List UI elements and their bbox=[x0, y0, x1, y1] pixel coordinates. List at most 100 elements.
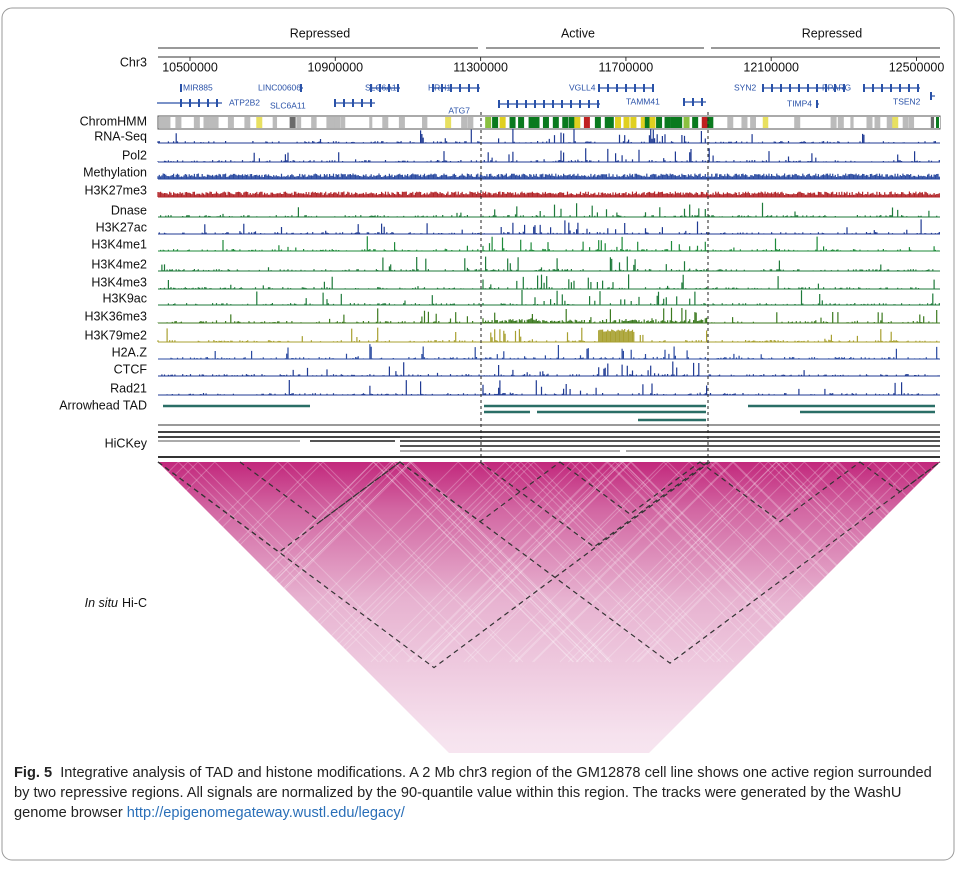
exon bbox=[890, 84, 892, 92]
chromhmm-state bbox=[813, 117, 820, 128]
hic-stripe bbox=[276, 461, 478, 663]
exon bbox=[579, 100, 581, 108]
gene-label: TIMP4 bbox=[787, 98, 812, 108]
chromhmm-state bbox=[920, 117, 927, 128]
exon bbox=[370, 99, 372, 107]
hic-stripe bbox=[150, 461, 199, 511]
chromhmm-state bbox=[594, 117, 601, 128]
chromhmm-state bbox=[475, 117, 482, 128]
hic-stripe bbox=[373, 461, 575, 663]
chromhmm-state bbox=[649, 117, 656, 128]
hic-stripe bbox=[178, 461, 379, 663]
gene-label: TAMM41 bbox=[626, 96, 660, 106]
hic-stripe bbox=[838, 461, 950, 575]
track-label: RNA-Seq bbox=[94, 129, 147, 143]
track-label: H3K4me3 bbox=[91, 275, 147, 289]
hic-stripe bbox=[589, 461, 791, 663]
exon bbox=[388, 84, 390, 92]
hic-stripe bbox=[287, 461, 488, 663]
hic-stripe bbox=[709, 461, 910, 663]
chromhmm-state bbox=[213, 117, 220, 128]
hic-stripe bbox=[887, 461, 950, 525]
hic-stripe bbox=[632, 461, 833, 663]
caption-link[interactable]: http://epigenomegateway.wustl.edu/legacy… bbox=[126, 805, 405, 821]
hic-stripe bbox=[372, 461, 574, 663]
hic-stripe bbox=[533, 461, 735, 663]
hic-stripe bbox=[789, 461, 950, 624]
hic-stripe bbox=[606, 461, 807, 663]
exon bbox=[825, 84, 827, 92]
signal bbox=[160, 256, 938, 271]
exon bbox=[780, 84, 782, 92]
chromhmm-state bbox=[330, 117, 337, 128]
chromhmm-state bbox=[692, 117, 699, 128]
chromhmm-state bbox=[644, 117, 651, 128]
tad-outline bbox=[479, 461, 709, 548]
chromhmm-state bbox=[316, 117, 323, 128]
track-label: Rad21 bbox=[110, 381, 147, 395]
coordinate-label: 10900000 bbox=[307, 60, 363, 74]
exon bbox=[516, 100, 518, 108]
chromhmm-state bbox=[762, 117, 769, 128]
hic-stripe bbox=[575, 461, 777, 663]
hic-stripe bbox=[193, 461, 394, 663]
chromhmm-state bbox=[218, 117, 225, 128]
hic-stripe bbox=[767, 461, 950, 645]
chromhmm-state bbox=[369, 117, 376, 128]
chromhmm-state bbox=[461, 117, 468, 128]
signal bbox=[157, 307, 938, 323]
chromhmm-state bbox=[874, 117, 881, 128]
hic-stripe bbox=[257, 461, 459, 663]
exon bbox=[917, 84, 919, 92]
hic-stripe bbox=[716, 461, 917, 663]
hic-stripe bbox=[603, 461, 805, 663]
hic-stripe bbox=[401, 461, 602, 663]
coordinate-label: 10500000 bbox=[162, 60, 218, 74]
chromhmm-state bbox=[914, 117, 921, 128]
chromhmm-state bbox=[227, 117, 234, 128]
chromhmm-state bbox=[737, 117, 744, 128]
caption-text: Integrative analysis of TAD and histone … bbox=[14, 765, 932, 821]
hic-stripe bbox=[476, 461, 678, 663]
hic-stripe bbox=[832, 461, 950, 581]
exon bbox=[543, 100, 545, 108]
exon bbox=[459, 84, 461, 92]
chromhmm-state bbox=[724, 117, 731, 128]
hic-stripe bbox=[190, 461, 391, 663]
chromhmm-state bbox=[604, 117, 611, 128]
chromhmm-state bbox=[518, 117, 525, 128]
hic-stripe bbox=[559, 461, 761, 663]
signal bbox=[160, 202, 938, 217]
exon bbox=[843, 84, 845, 92]
exon bbox=[570, 100, 572, 108]
chromhmm-state bbox=[345, 117, 352, 128]
hic-stripe bbox=[663, 461, 865, 663]
track-label: H3K36me3 bbox=[84, 309, 147, 323]
hic-stripe bbox=[409, 461, 611, 663]
hic-stripe bbox=[580, 461, 782, 663]
signal bbox=[161, 361, 940, 376]
chromhmm-state bbox=[266, 117, 273, 128]
exon bbox=[561, 100, 563, 108]
hic-stripe bbox=[201, 461, 402, 663]
hic-stripe bbox=[803, 461, 950, 609]
tad-outline bbox=[399, 461, 941, 664]
hic-stripe bbox=[431, 461, 632, 663]
track-label: H3K27me3 bbox=[84, 183, 147, 197]
chromhmm-state bbox=[398, 117, 405, 128]
chromhmm-state bbox=[823, 117, 830, 128]
chromhmm-state bbox=[574, 117, 581, 128]
region-label: Active bbox=[561, 26, 595, 40]
hic-stripe bbox=[379, 461, 581, 663]
gene-label: SLC6A11 bbox=[270, 100, 306, 110]
chromhmm-state bbox=[727, 117, 734, 128]
gene-label: TSEN2 bbox=[893, 96, 921, 106]
chromhmm-state bbox=[209, 117, 216, 128]
chromhmm-state bbox=[623, 117, 630, 128]
chromhmm-state bbox=[741, 117, 748, 128]
chromhmm-state bbox=[437, 117, 444, 128]
chromhmm-state bbox=[853, 117, 860, 128]
signal bbox=[165, 380, 938, 395]
exon bbox=[534, 100, 536, 108]
exon bbox=[643, 84, 645, 92]
